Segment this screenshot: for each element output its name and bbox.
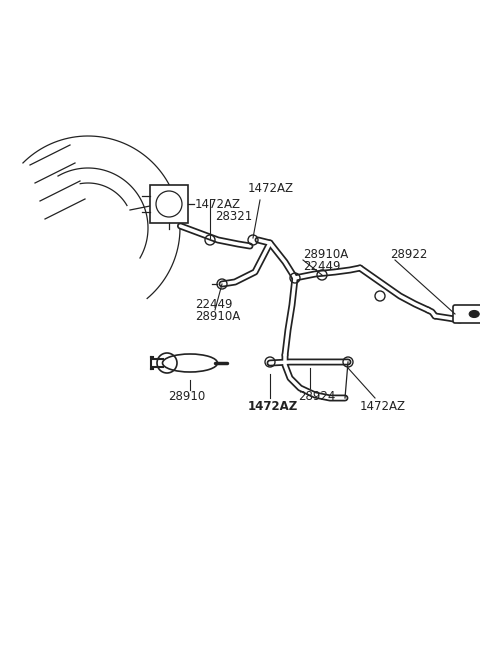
Text: 22449: 22449 bbox=[303, 260, 340, 273]
Text: 28922: 28922 bbox=[390, 248, 427, 261]
Text: 28924: 28924 bbox=[298, 390, 336, 403]
Text: 28321: 28321 bbox=[215, 210, 252, 223]
Text: 1472AZ: 1472AZ bbox=[248, 400, 298, 413]
Text: 28910: 28910 bbox=[168, 390, 205, 403]
Text: 1472AZ: 1472AZ bbox=[360, 400, 406, 413]
Text: 1472AZ: 1472AZ bbox=[195, 198, 241, 211]
Text: 1472AZ: 1472AZ bbox=[248, 182, 294, 195]
FancyBboxPatch shape bbox=[453, 305, 480, 323]
Ellipse shape bbox=[163, 354, 217, 372]
Ellipse shape bbox=[469, 311, 479, 317]
Text: 28910A: 28910A bbox=[195, 310, 240, 323]
Bar bbox=[150, 185, 188, 223]
Text: 28910A: 28910A bbox=[303, 248, 348, 261]
Text: 22449: 22449 bbox=[195, 298, 232, 311]
